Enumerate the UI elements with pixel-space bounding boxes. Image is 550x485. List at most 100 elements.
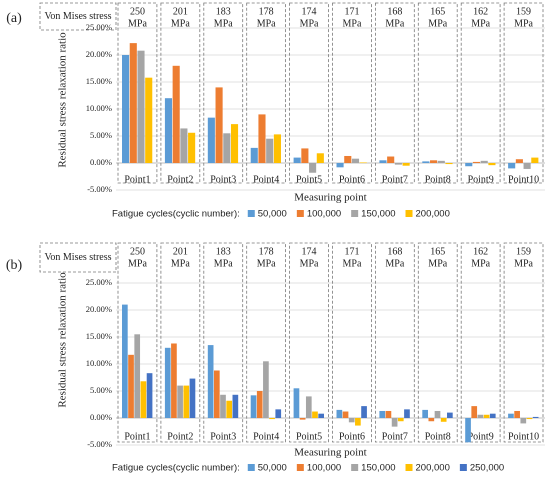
category-label: Point9 xyxy=(468,174,494,185)
y-tick-label: 15.00% xyxy=(86,331,112,341)
stress-value: 162 xyxy=(473,246,488,257)
bar-point3-series-2 xyxy=(213,370,220,418)
bar-point6-series-1 xyxy=(336,163,344,168)
bar-point6-series-4 xyxy=(355,418,361,426)
y-tick-label: 0.00% xyxy=(90,157,112,167)
bar-point6-series-3 xyxy=(351,158,360,163)
category-label: Point8 xyxy=(425,431,451,442)
stress-unit: MPa xyxy=(214,18,233,29)
bar-point9-series-5 xyxy=(489,413,496,418)
bar-point10-series-3 xyxy=(523,163,531,169)
stress-unit: MPa xyxy=(300,18,319,29)
bar-point1-series-3 xyxy=(137,50,145,163)
measuring-point-column xyxy=(246,2,286,184)
legend-swatch-series-4 xyxy=(405,464,413,471)
bar-point9-series-4 xyxy=(488,163,496,166)
y-tick-label: 10.00% xyxy=(86,103,112,113)
stress-value: 250 xyxy=(130,6,145,17)
bar-point9-series-4 xyxy=(483,414,490,418)
y-tick-label: 25.00% xyxy=(86,277,112,287)
bar-point1-series-4 xyxy=(145,77,153,163)
category-label: Point1 xyxy=(124,174,150,185)
y-axis-title: Residual stress relaxation ratio xyxy=(57,272,69,408)
bar-point3-series-4 xyxy=(226,400,233,418)
category-label: Point7 xyxy=(382,431,408,442)
measuring-point-column xyxy=(203,2,244,184)
bar-point7-series-2 xyxy=(385,410,392,418)
bar-point2-series-5 xyxy=(189,378,196,418)
panel-label: (a) xyxy=(6,11,22,26)
bar-point7-series-1 xyxy=(379,410,386,418)
legend-swatch-series-2 xyxy=(296,210,304,217)
legend-entry: 100,000 xyxy=(307,209,341,220)
bar-point4-series-2 xyxy=(256,391,263,418)
bar-point9-series-2 xyxy=(471,406,478,418)
stress-value: 159 xyxy=(516,246,531,257)
bar-point2-series-3 xyxy=(180,128,188,163)
measuring-point-column xyxy=(374,2,415,184)
bar-point2-series-1 xyxy=(164,98,173,163)
bar-point2-series-3 xyxy=(177,385,183,418)
stress-unit: MPa xyxy=(471,258,490,269)
y-tick-label: 10.00% xyxy=(86,358,112,368)
bar-point3-series-4 xyxy=(230,124,239,163)
measuring-point-column xyxy=(332,242,372,443)
category-label: Point10 xyxy=(508,174,539,185)
bar-point3-series-3 xyxy=(220,394,226,418)
bar-point8-series-3 xyxy=(434,410,441,418)
bar-point4-series-4 xyxy=(273,134,281,163)
header-label-cell xyxy=(39,2,117,31)
legend-swatch-series-5 xyxy=(459,464,467,471)
category-label: Point1 xyxy=(124,431,150,442)
bar-point1-series-1 xyxy=(122,304,128,418)
y-tick-label: -5.00% xyxy=(87,439,112,449)
category-label: Point5 xyxy=(296,431,322,442)
bar-point5-series-2 xyxy=(301,148,309,163)
legend-entry: 100,000 xyxy=(307,463,341,474)
stress-unit: MPa xyxy=(171,258,190,269)
measuring-point-column xyxy=(374,242,415,443)
bar-point8-series-1 xyxy=(422,161,430,163)
bar-point5-series-4 xyxy=(312,411,318,418)
measuring-point-column xyxy=(160,242,201,443)
bar-point3-series-2 xyxy=(215,87,223,163)
stress-unit: MPa xyxy=(471,18,490,29)
bar-point10-series-3 xyxy=(520,418,527,424)
bar-point8-series-4 xyxy=(440,418,447,422)
bar-point1-series-4 xyxy=(140,381,147,418)
bar-point4-series-4 xyxy=(269,418,275,420)
bar-point8-series-3 xyxy=(437,160,445,163)
measuring-point-column xyxy=(460,242,501,443)
y-tick-label: 5.00% xyxy=(90,130,112,140)
measuring-point-column xyxy=(117,2,158,184)
stress-unit: MPa xyxy=(300,258,319,269)
bar-point9-series-2 xyxy=(472,161,481,163)
panel-label: (b) xyxy=(6,258,23,273)
bar-point2-series-2 xyxy=(172,65,180,163)
bar-point7-series-2 xyxy=(387,156,395,163)
stress-unit: MPa xyxy=(342,258,361,269)
legend-swatch-series-2 xyxy=(296,464,304,471)
bar-point10-series-1 xyxy=(508,413,514,418)
legend-entry: 50,000 xyxy=(258,463,287,474)
measuring-point-column xyxy=(460,2,501,184)
legend-swatch-series-3 xyxy=(351,464,359,471)
measuring-point-column xyxy=(289,2,329,184)
category-label: Point3 xyxy=(210,431,236,442)
bar-point6-series-1 xyxy=(336,409,343,418)
bar-point2-series-4 xyxy=(188,132,196,163)
bar-point5-series-5 xyxy=(318,413,324,418)
stress-value: 168 xyxy=(387,246,402,257)
y-tick-label: 20.00% xyxy=(86,304,112,314)
category-label: Point2 xyxy=(167,174,193,185)
category-label: Point10 xyxy=(508,431,539,442)
header-label: Von Mises stress xyxy=(44,11,111,22)
bar-point3-series-3 xyxy=(223,133,231,163)
y-tick-label: 5.00% xyxy=(90,385,112,395)
stress-value: 165 xyxy=(430,6,445,17)
bar-point3-series-5 xyxy=(232,394,239,418)
bar-point5-series-2 xyxy=(299,418,306,420)
measuring-point-column xyxy=(503,2,544,184)
